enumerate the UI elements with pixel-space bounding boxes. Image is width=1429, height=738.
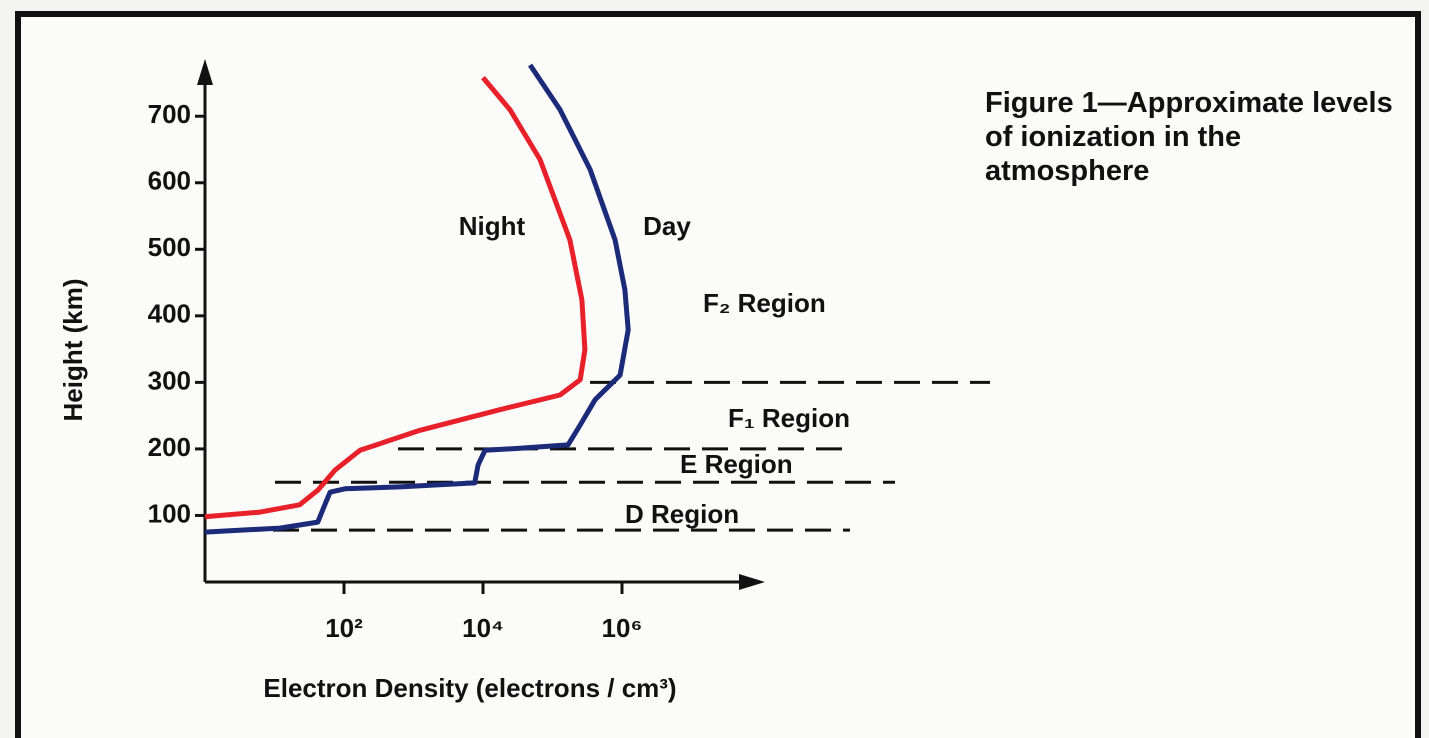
data-line [204,63,631,535]
series-label: Night [459,211,526,241]
data-line [204,75,588,520]
x-axis-label: Electron Density (electrons / cm³) [263,673,676,703]
y-tick-label: 500 [148,232,191,262]
y-tick-label: 300 [148,365,191,395]
y-axis-label: Height (km) [58,279,88,422]
y-tick-label: 700 [148,99,191,129]
y-axis-arrow [197,59,213,85]
region-label: E Region [680,449,793,479]
chart-title: Figure 1—Approximate levels of ionizatio… [985,87,1393,187]
region-label: D Region [625,499,739,529]
x-tick-label: 10⁴ [462,613,504,643]
y-tick-label: 200 [148,432,191,462]
frame [15,11,1421,738]
y-tick-label: 400 [148,299,191,329]
x-axis-arrow [739,574,765,590]
x-tick-label: 10² [325,613,363,643]
y-tick-label: 100 [148,498,191,528]
series-label: Day [643,211,691,241]
region-label: F₂ Region [703,288,826,318]
x-tick-label: 10⁶ [602,613,643,643]
y-tick-label: 600 [148,166,191,196]
region-label: F₁ Region [728,403,850,433]
